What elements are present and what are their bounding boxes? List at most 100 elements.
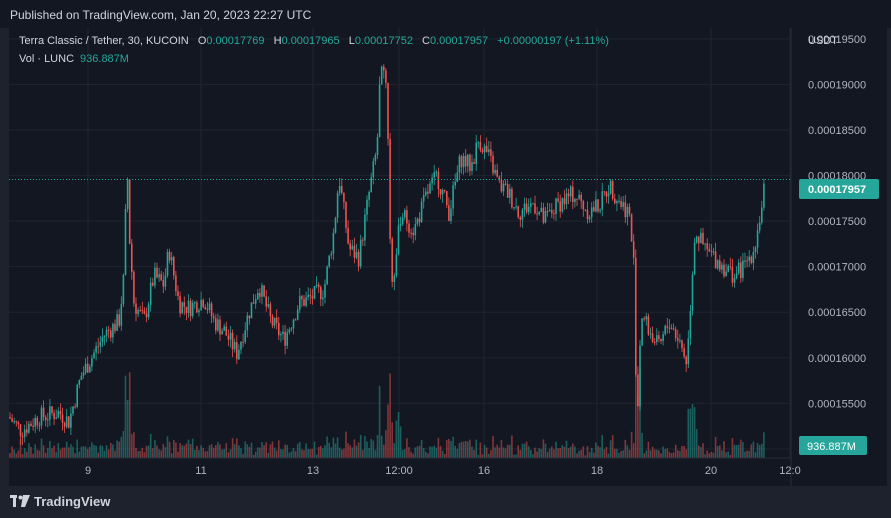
candle-body <box>401 217 404 225</box>
volume-bar <box>301 449 303 458</box>
candle-body <box>540 207 543 213</box>
volume-bar <box>63 447 66 458</box>
candle-body <box>212 316 215 319</box>
candle-body <box>292 319 295 329</box>
candle-body <box>389 138 391 239</box>
candle-body <box>89 366 91 373</box>
volume-bar <box>120 436 123 458</box>
candle-body <box>332 232 335 254</box>
volume-bar <box>126 400 129 458</box>
volume-bar <box>38 450 41 458</box>
volume-bar <box>261 442 263 458</box>
volume-bar <box>317 446 320 458</box>
volume-bar <box>324 445 326 458</box>
candle-body <box>349 243 351 250</box>
candle-body <box>500 179 503 192</box>
candle-body <box>515 206 517 208</box>
candle-body <box>469 154 471 171</box>
volume-bar <box>595 442 597 458</box>
candle-body <box>93 352 95 359</box>
volume-bar <box>254 451 257 458</box>
volume-bar <box>708 453 711 458</box>
tradingview-brand[interactable]: TradingView <box>10 492 110 510</box>
candle-body <box>265 296 267 307</box>
candle-body <box>624 202 627 218</box>
volume-bar <box>546 451 549 458</box>
volume-bar <box>689 408 692 458</box>
volume-bar <box>439 445 442 458</box>
candle-body <box>628 206 631 214</box>
candle-body <box>490 149 492 156</box>
candle-body <box>567 193 570 197</box>
candle-body <box>202 299 204 308</box>
candle-body <box>485 145 488 153</box>
candle-body <box>656 335 658 343</box>
candle-body <box>191 302 194 317</box>
candle-body <box>47 419 49 421</box>
candle-body <box>406 210 408 224</box>
volume-bar <box>179 443 181 458</box>
volume-bar <box>185 443 188 458</box>
candle-body <box>269 304 272 317</box>
volume-bar <box>280 449 282 458</box>
candle-body <box>376 137 379 155</box>
chart-area[interactable]: 0.00019500 0.00019000 0.00018500 0.00018000… <box>9 28 887 486</box>
volume-bar <box>320 445 322 458</box>
volume-bar <box>626 445 629 458</box>
low-key: L <box>348 35 355 47</box>
candle-body <box>647 316 650 335</box>
volume-bar <box>599 447 601 458</box>
candle-body <box>481 150 484 153</box>
volume-bar <box>278 440 280 458</box>
candle-body <box>15 421 18 423</box>
candle-body <box>551 209 553 214</box>
close-value: 0.00017957 <box>429 35 489 47</box>
volume-bar <box>311 448 314 458</box>
candle-body <box>658 335 660 340</box>
candle-body <box>565 193 568 205</box>
candle-body <box>498 176 501 180</box>
candle-body <box>305 297 307 306</box>
volume-bar <box>731 437 734 458</box>
volume-bar <box>355 445 358 458</box>
candle-body <box>61 414 64 423</box>
volume-bar <box>404 449 406 458</box>
candle-body <box>645 316 648 320</box>
candle-body <box>267 304 270 307</box>
volume-bar <box>628 449 631 458</box>
candle-body <box>530 203 532 207</box>
volume-bar <box>40 438 43 458</box>
volume-bar <box>641 432 643 458</box>
volume-bar <box>452 436 454 458</box>
volume-bar <box>513 454 515 458</box>
symbol-title[interactable]: Terra Classic / Tether, 30, KUCOIN <box>19 35 189 47</box>
candle-body <box>700 232 702 244</box>
volume-bar <box>561 445 564 458</box>
volume-bar <box>156 445 158 458</box>
volume-bar <box>250 442 253 458</box>
candle-body <box>725 271 727 277</box>
volume-bar <box>128 372 131 458</box>
price-chart[interactable]: 0.000195000.000190000.000185000.00018000… <box>9 28 887 486</box>
volume-bar <box>460 441 463 458</box>
volume-bar <box>576 453 578 458</box>
volume-bar <box>485 447 488 458</box>
volume-label[interactable]: Vol · LUNC <box>19 53 75 65</box>
candle-body <box>246 315 249 331</box>
candle-body <box>219 319 221 335</box>
candle-body <box>275 317 278 323</box>
candle-body <box>425 191 427 195</box>
candle-body <box>286 332 288 346</box>
candle-body <box>91 358 93 367</box>
volume-bar <box>359 434 362 458</box>
candle-body <box>143 310 146 314</box>
candle-body <box>517 206 519 218</box>
volume-bar <box>574 446 576 458</box>
volume-bar <box>65 441 68 458</box>
volume-bar <box>175 442 177 458</box>
candle-body <box>336 192 339 218</box>
volume-bar <box>294 451 297 458</box>
candle-body <box>21 436 24 438</box>
candle-body <box>133 271 135 304</box>
volume-bar <box>658 450 660 458</box>
